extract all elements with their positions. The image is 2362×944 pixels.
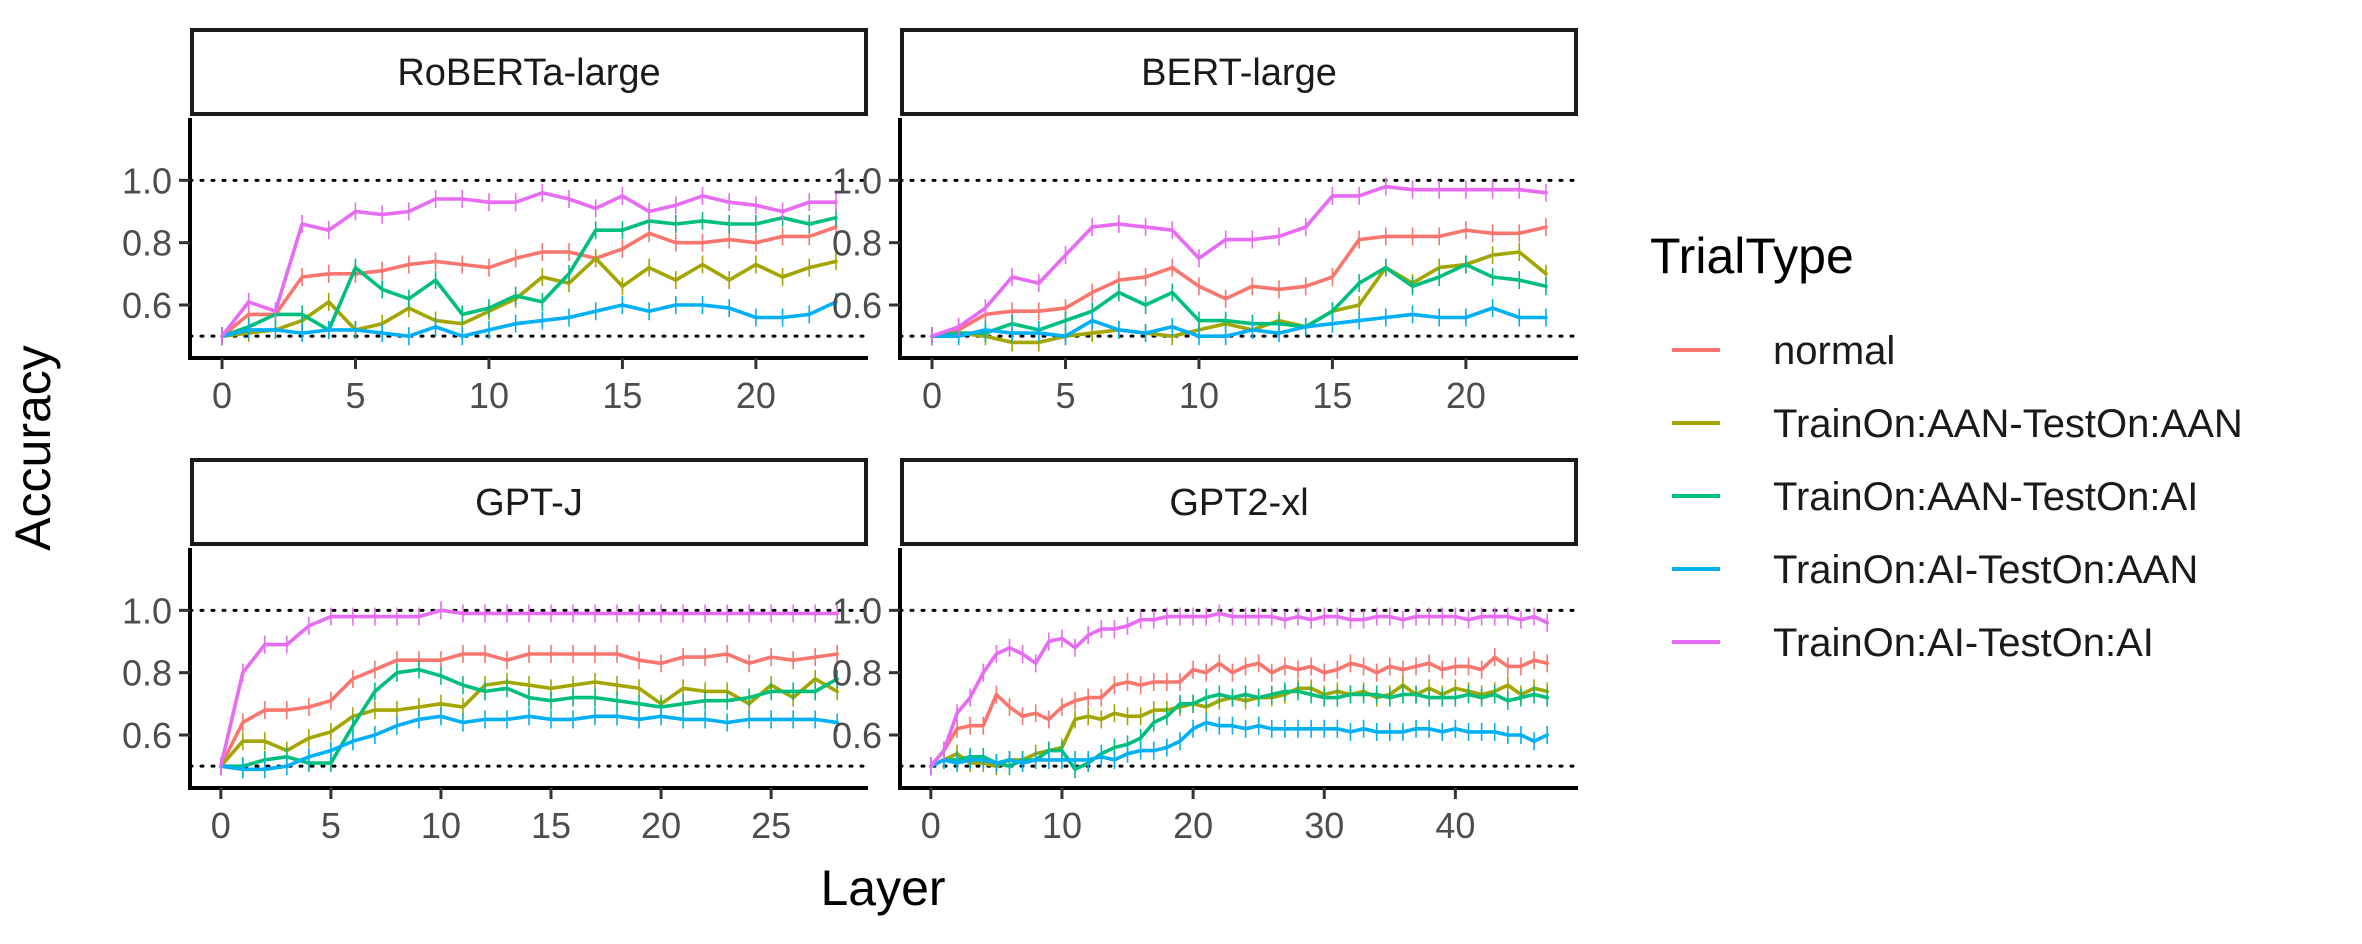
legend-label: TrainOn:AI-TestOn:AI xyxy=(1773,621,2154,665)
legend-item-trainon-aan-teston-ai: TrainOn:AAN-TestOn:AI xyxy=(1672,475,2198,519)
error-bars-trainon-ai-teston-ai xyxy=(931,177,1547,346)
strip-label-roberta-large: RoBERTa-large xyxy=(397,52,660,94)
strip-roberta-large xyxy=(190,28,868,116)
x-tick-label: 10 xyxy=(1042,805,1082,846)
error-bars-trainon-ai-teston-aan xyxy=(221,292,837,346)
x-tick-label: 0 xyxy=(922,375,942,416)
legend-label: TrainOn:AAN-TestOn:AI xyxy=(1773,475,2198,519)
y-tick-label: 1.0 xyxy=(122,590,172,631)
x-tick-label: 5 xyxy=(321,805,341,846)
series-line-normal xyxy=(220,225,838,339)
y-tick-label: 1.0 xyxy=(122,160,172,201)
x-tick-label: 15 xyxy=(531,805,571,846)
series-line-normal xyxy=(930,225,1548,339)
y-tick-label: 0.8 xyxy=(122,653,172,694)
series-line-trainon-aan-teston-ai xyxy=(930,262,1548,339)
legend-item-normal: normal xyxy=(1672,329,1895,373)
x-axis-title: Layer xyxy=(820,860,945,916)
x-tick-label: 20 xyxy=(736,375,776,416)
series-line-trainon-aan-teston-aan xyxy=(220,256,838,339)
legend: TrialType normal TrainOn:AAN-TestOn:AAN Tr… xyxy=(1650,228,2243,665)
x-tick-label: 0 xyxy=(212,375,232,416)
y-axis-title: Accuracy xyxy=(5,345,61,551)
y-tick-label: 0.8 xyxy=(832,223,882,264)
y-tick-label: 0.6 xyxy=(122,715,172,756)
series-line-trainon-ai-teston-ai xyxy=(928,611,1549,769)
error-bars-trainon-ai-teston-aan xyxy=(930,713,1548,776)
series-line-trainon-ai-teston-aan xyxy=(930,306,1548,339)
x-tick-label: 0 xyxy=(211,805,231,846)
legend-item-trainon-ai-teston-ai: TrainOn:AI-TestOn:AI xyxy=(1672,621,2154,665)
error-bars-trainon-aan-teston-aan xyxy=(931,243,1547,352)
series-line-trainon-aan-teston-aan xyxy=(928,683,1549,769)
legend-label: TrainOn:AI-TestOn:AAN xyxy=(1773,548,2198,592)
panel-gpt2-xl: GPT2-xl 0 10 20 30 40 0.6 0.8 1.0 xyxy=(832,458,1580,846)
series-line-normal xyxy=(928,655,1549,769)
series-line-trainon-aan-teston-aan xyxy=(930,250,1548,345)
y-tick-label: 0.8 xyxy=(122,223,172,264)
strip-bert-large xyxy=(900,28,1578,116)
error-bars-trainon-ai-teston-aan xyxy=(220,707,838,779)
legend-item-trainon-ai-teston-aan: TrainOn:AI-TestOn:AAN xyxy=(1672,548,2198,592)
panel-roberta-large: RoBERTa-large 0 5 10 15 20 0.6 0.8 1.0 xyxy=(122,28,870,416)
legend-label: normal xyxy=(1773,329,1895,373)
error-bars-trainon-ai-teston-aan xyxy=(931,299,1547,346)
x-tick-label: 20 xyxy=(1446,375,1486,416)
error-bars-trainon-ai-teston-ai xyxy=(930,604,1548,776)
x-tick-label: 5 xyxy=(345,375,365,416)
error-bars-trainon-ai-teston-ai xyxy=(221,183,837,346)
strip-label-gpt2-xl: GPT2-xl xyxy=(1169,482,1308,524)
strip-label-bert-large: BERT-large xyxy=(1141,52,1337,94)
y-tick-label: 0.6 xyxy=(832,715,882,756)
strip-gpt2-xl xyxy=(900,458,1578,546)
y-tick-label: 0.6 xyxy=(122,285,172,326)
x-tick-label: 15 xyxy=(602,375,642,416)
x-tick-label: 25 xyxy=(751,805,791,846)
panel-bert-large: BERT-large 0 5 10 15 20 0.6 0.8 1.0 xyxy=(832,28,1580,416)
error-bars-normal xyxy=(930,648,1548,776)
series-line-trainon-aan-teston-ai xyxy=(220,215,838,339)
x-tick-label: 20 xyxy=(641,805,681,846)
y-tick-label: 0.6 xyxy=(832,285,882,326)
series-line-trainon-ai-teston-ai xyxy=(220,191,838,339)
strip-gpt-j xyxy=(190,458,868,546)
error-bars-trainon-ai-teston-ai xyxy=(220,601,838,776)
y-tick-label: 0.8 xyxy=(832,653,882,694)
legend-items: normal TrainOn:AAN-TestOn:AAN TrainOn:AAN-… xyxy=(1672,329,2243,665)
panel-gpt-j: GPT-J 0 5 10 15 20 25 0.6 0.8 1.0 xyxy=(122,458,870,846)
y-tick-label: 1.0 xyxy=(832,590,882,631)
legend-item-trainon-aan-teston-aan: TrainOn:AAN-TestOn:AAN xyxy=(1672,402,2243,446)
x-tick-label: 30 xyxy=(1304,805,1344,846)
series-line-trainon-ai-teston-aan xyxy=(928,720,1549,769)
x-tick-label: 5 xyxy=(1055,375,1075,416)
legend-label: TrainOn:AAN-TestOn:AAN xyxy=(1773,402,2243,446)
x-tick-label: 10 xyxy=(421,805,461,846)
series-line-trainon-ai-teston-aan xyxy=(220,300,838,339)
x-tick-label: 15 xyxy=(1312,375,1352,416)
legend-title: TrialType xyxy=(1650,228,1854,284)
x-tick-label: 20 xyxy=(1173,805,1213,846)
y-tick-label: 1.0 xyxy=(832,160,882,201)
x-tick-label: 0 xyxy=(921,805,941,846)
x-tick-label: 10 xyxy=(1179,375,1219,416)
strip-label-gpt-j: GPT-J xyxy=(475,482,583,524)
x-tick-label: 40 xyxy=(1435,805,1475,846)
error-bars-normal xyxy=(220,644,838,776)
error-bars-normal xyxy=(221,218,837,346)
series-line-trainon-ai-teston-ai xyxy=(930,184,1548,339)
x-tick-label: 10 xyxy=(469,375,509,416)
